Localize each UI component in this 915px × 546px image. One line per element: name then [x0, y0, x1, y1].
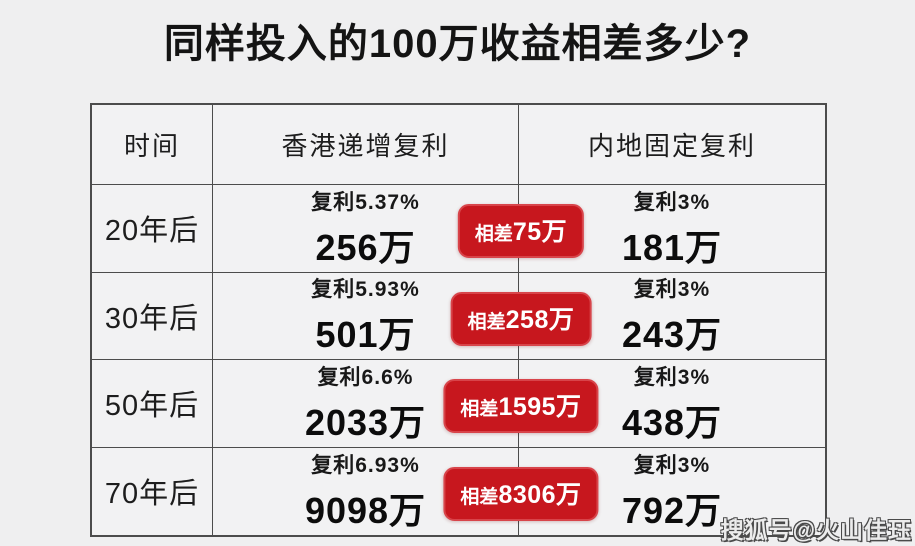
- difference-value: 1595万: [498, 393, 582, 421]
- difference-value: 75万: [512, 218, 568, 246]
- row-1-mainland-rate: 复利3%: [633, 190, 711, 214]
- difference-label: 相差: [474, 224, 513, 245]
- page-title: 同样投入的100万收益相差多少?: [163, 22, 752, 66]
- row-3-hk-rate: 复利6.6%: [317, 365, 414, 389]
- difference-label: 相差: [467, 312, 506, 333]
- row-3-time: 50年后: [92, 360, 213, 448]
- difference-label: 相差: [460, 399, 499, 420]
- row-1-hk-rate: 复利5.37%: [311, 190, 420, 214]
- row-3-mainland-rate: 复利3%: [633, 365, 711, 389]
- row-3-mainland-value: 438万: [621, 401, 723, 443]
- row-4-hk-rate: 复利6.93%: [311, 453, 420, 477]
- row-2-time: 30年后: [92, 272, 213, 360]
- row-3-mainland-cell: 复利3% 438万: [519, 360, 825, 448]
- row-4-mainland-value: 792万: [621, 489, 723, 531]
- row-2-hk-value: 501万: [315, 314, 416, 356]
- difference-badge-row-1: 相差 75万: [457, 204, 585, 258]
- comparison-table: 时间 香港递增复利 内地固定复利 20年后 复利5.37% 256万 复利3% …: [90, 103, 827, 537]
- row-2-hk-rate: 复利5.93%: [311, 278, 420, 302]
- difference-label: 相差: [460, 487, 499, 508]
- row-1-hk-value: 256万: [315, 226, 416, 268]
- row-4-time: 70年后: [92, 447, 213, 535]
- difference-value: 8306万: [498, 481, 582, 509]
- difference-value: 258万: [505, 306, 575, 334]
- header-time: 时间: [92, 105, 213, 185]
- difference-badge-row-2: 相差 258万: [450, 292, 592, 346]
- row-2-mainland-value: 243万: [621, 314, 723, 356]
- watermark: 搜狐号@火山佳珏: [720, 517, 912, 543]
- row-3-hk-value: 2033万: [304, 401, 427, 443]
- row-2-mainland-cell: 复利3% 243万: [519, 272, 825, 360]
- header-mainland-compound: 内地固定复利: [519, 105, 825, 185]
- row-2-mainland-rate: 复利3%: [633, 278, 711, 302]
- row-1-time: 20年后: [92, 185, 213, 273]
- row-4-hk-value: 9098万: [304, 489, 427, 531]
- row-1-mainland-value: 181万: [621, 226, 723, 268]
- difference-badge-row-4: 相差 8306万: [443, 467, 599, 521]
- row-4-mainland-rate: 复利3%: [633, 453, 711, 477]
- header-hk-compound: 香港递增复利: [213, 105, 519, 185]
- difference-badge-row-3: 相差 1595万: [443, 379, 599, 433]
